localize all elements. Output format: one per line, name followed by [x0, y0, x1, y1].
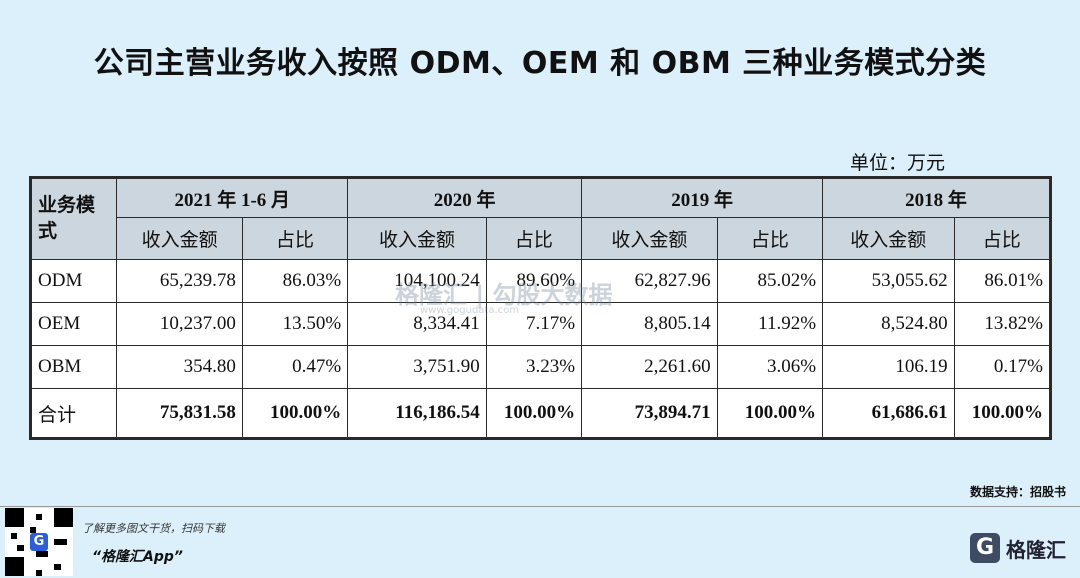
share-cell: 11.92% — [716, 302, 824, 346]
total-label: 合计 — [29, 388, 118, 439]
share-cell: 0.47% — [241, 345, 349, 389]
qr-code[interactable]: G — [5, 508, 73, 576]
footer-divider — [0, 506, 1080, 507]
share-cell: 100.00% — [716, 388, 824, 439]
period-header: 2019 年 — [581, 177, 824, 218]
share-cell: 100.00% — [241, 388, 349, 439]
share-cell: 13.50% — [241, 302, 349, 346]
table-row: OBM 354.80 0.47% 3,751.90 3.23% 2,261.60… — [29, 345, 1052, 389]
revenue-cell: 104,100.24 — [347, 259, 487, 303]
watermark: 格隆汇 | 勾股大数据 — [395, 281, 613, 309]
brand-name: 格隆汇 — [1006, 537, 1066, 562]
revenue-cell: 8,524.80 — [822, 302, 955, 346]
brand-logo: G 格隆汇 — [970, 530, 1066, 566]
period-header: 2018 年 — [822, 177, 1051, 218]
promo-text: 了解更多图文干货，扫码下载 — [82, 522, 225, 535]
brand-logo-icon: G — [30, 533, 48, 551]
revenue-cell: 73,894.71 — [581, 388, 718, 439]
share-header: 占比 — [953, 217, 1052, 260]
revenue-cell: 75,831.58 — [116, 388, 243, 439]
revenue-cell: 10,237.00 — [116, 302, 243, 346]
page-title: 公司主营业务收入按照 ODM、OEM 和 OBM 三种业务模式分类 — [93, 46, 987, 81]
revenue-cell: 2,261.60 — [581, 345, 718, 389]
revenue-cell: 116,186.54 — [347, 388, 487, 439]
share-cell: 13.82% — [953, 302, 1052, 346]
share-cell: 86.03% — [241, 259, 349, 303]
share-cell: 86.01% — [953, 259, 1052, 303]
mode-header: 业务模式 — [29, 177, 118, 260]
revenue-header: 收入金额 — [347, 217, 487, 260]
share-header: 占比 — [485, 217, 583, 260]
revenue-cell: 106.19 — [822, 345, 955, 389]
revenue-cell: 53,055.62 — [822, 259, 955, 303]
brand-g-icon: G — [970, 533, 1000, 563]
revenue-cell: 62,827.96 — [581, 259, 718, 303]
share-cell: 85.02% — [716, 259, 824, 303]
revenue-cell: 354.80 — [116, 345, 243, 389]
period-header-row: 业务模式 2021 年 1-6 月 2020 年 2019 年 2018 年 — [29, 177, 1051, 260]
revenue-cell: 61,686.61 — [822, 388, 955, 439]
share-cell: 0.17% — [953, 345, 1052, 389]
data-source: 数据支持：招股书 — [970, 485, 1067, 499]
watermark-url: www.gogudata.com — [420, 305, 520, 316]
revenue-cell: 8,805.14 — [581, 302, 718, 346]
revenue-cell: 65,239.78 — [116, 259, 243, 303]
share-header: 占比 — [716, 217, 824, 260]
table-row: OEM 10,237.00 13.50% 8,334.41 7.17% 8,80… — [29, 302, 1052, 346]
share-cell: 3.23% — [485, 345, 583, 389]
app-name: “格隆汇App” — [92, 549, 183, 565]
share-header: 占比 — [241, 217, 349, 260]
row-label: OBM — [29, 345, 118, 389]
unit-label: 单位：万元 — [850, 152, 946, 174]
revenue-table: 业务模式 2021 年 1-6 月 2020 年 2019 年 2018 年 收… — [29, 176, 1052, 440]
share-cell: 7.17% — [485, 302, 583, 346]
share-cell: 100.00% — [485, 388, 583, 439]
row-label: ODM — [29, 259, 118, 303]
period-header: 2021 年 1-6 月 — [116, 177, 349, 218]
share-cell: 3.06% — [716, 345, 824, 389]
revenue-header: 收入金额 — [581, 217, 718, 260]
revenue-cell: 8,334.41 — [347, 302, 487, 346]
share-cell: 100.00% — [953, 388, 1052, 439]
share-cell: 89.60% — [485, 259, 583, 303]
revenue-cell: 3,751.90 — [347, 345, 487, 389]
period-header: 2020 年 — [347, 177, 583, 218]
sub-header-row: 收入金额 占比 收入金额 占比 收入金额 占比 收入金额 占比 — [31, 217, 1052, 260]
row-label: OEM — [29, 302, 118, 346]
revenue-header: 收入金额 — [822, 217, 955, 260]
revenue-header: 收入金额 — [116, 217, 243, 260]
total-row: 合计 75,831.58 100.00% 116,186.54 100.00% … — [29, 388, 1052, 439]
